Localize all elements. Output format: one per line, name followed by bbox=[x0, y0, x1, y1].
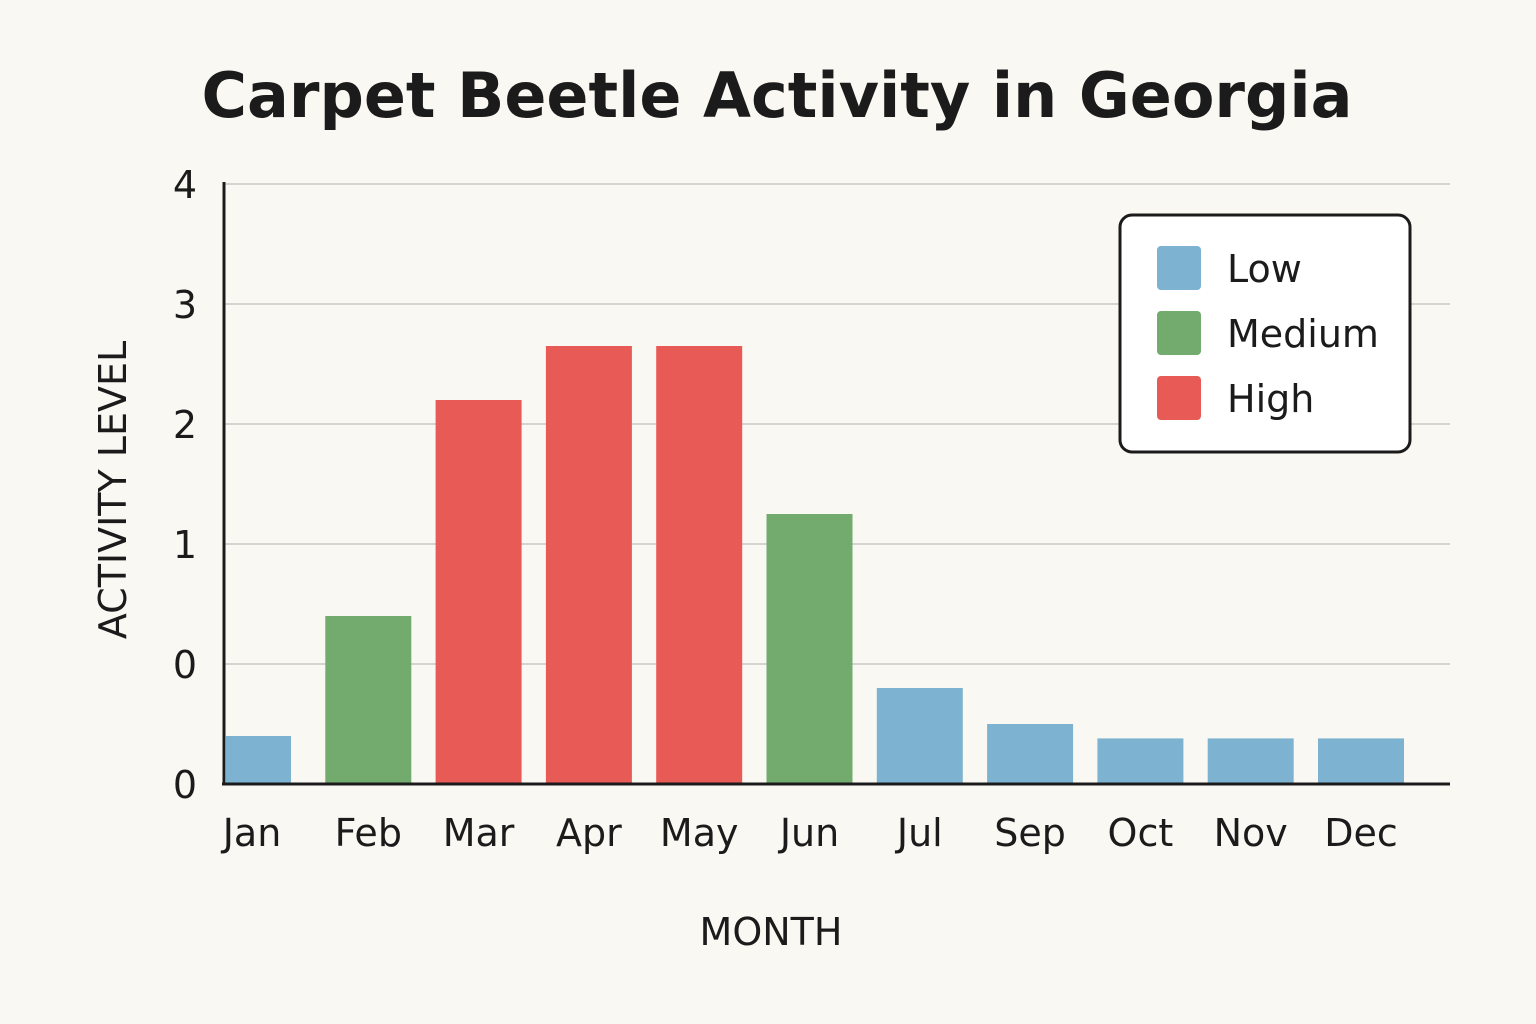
legend-swatch bbox=[1157, 311, 1201, 355]
x-tick-label: Apr bbox=[556, 811, 622, 855]
bars bbox=[226, 346, 1404, 784]
x-tick-label: Dec bbox=[1324, 811, 1398, 855]
legend-swatch bbox=[1157, 376, 1201, 420]
bar-dec bbox=[1318, 738, 1404, 784]
bar-mar bbox=[435, 400, 522, 784]
bar-jul bbox=[876, 688, 963, 784]
y-tick-label: 4 bbox=[173, 163, 197, 207]
bar-apr bbox=[545, 346, 632, 784]
bar-feb bbox=[325, 616, 412, 784]
x-tick-label: May bbox=[660, 811, 739, 855]
bar-nov bbox=[1207, 738, 1294, 784]
x-axis-ticks: Jan Feb Mar Apr May Jun Jul Sep Oct Nov Dec bbox=[221, 811, 1398, 855]
legend: Low Medium High bbox=[1118, 213, 1412, 454]
legend-items: Low Medium High bbox=[1157, 246, 1379, 421]
x-tick-label: Jun bbox=[778, 811, 839, 855]
x-axis-label: MONTH bbox=[700, 910, 843, 954]
y-tick-label: 2 bbox=[173, 403, 197, 447]
chart-title: Carpet Beetle Activity in Georgia bbox=[202, 59, 1353, 132]
x-tick-label: Oct bbox=[1108, 811, 1174, 855]
legend-label: Low bbox=[1227, 247, 1302, 291]
legend-swatch bbox=[1157, 246, 1201, 290]
y-axis-ticks: 0 0 1 2 3 4 bbox=[173, 163, 197, 807]
x-tick-label: Mar bbox=[443, 811, 515, 855]
bar-oct bbox=[1097, 738, 1184, 784]
legend-label: High bbox=[1227, 377, 1314, 421]
x-tick-label: Sep bbox=[994, 811, 1066, 855]
bar-jun bbox=[766, 514, 853, 784]
y-tick-label: 1 bbox=[173, 523, 197, 567]
x-tick-label: Jan bbox=[221, 811, 282, 855]
y-tick-label: 0 bbox=[173, 763, 197, 807]
bar-may bbox=[656, 346, 743, 784]
x-tick-label: Nov bbox=[1214, 811, 1288, 855]
y-tick-label: 3 bbox=[173, 283, 197, 327]
bar-sep bbox=[987, 724, 1074, 784]
x-tick-label: Feb bbox=[335, 811, 402, 855]
y-tick-label: 0 bbox=[173, 643, 197, 687]
x-tick-label: Jul bbox=[895, 811, 943, 855]
y-axis-label: ACTIVITY LEVEL bbox=[91, 341, 135, 639]
legend-label: Medium bbox=[1227, 312, 1379, 356]
bar-jan bbox=[226, 736, 291, 784]
